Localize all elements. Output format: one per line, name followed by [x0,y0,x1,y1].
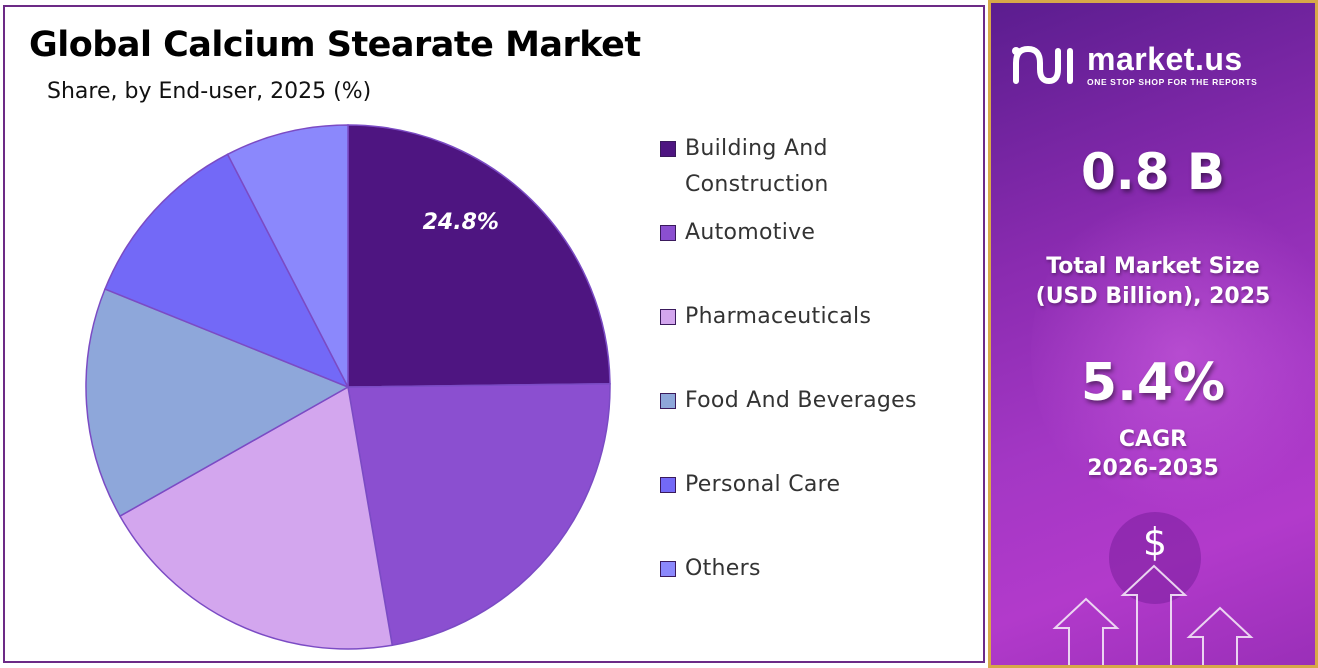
chart-title: Global Calcium Stearate Market [29,25,641,65]
legend-label-line: Personal Care [685,472,841,497]
chart-subtitle: Share, by End-user, 2025 (%) [47,79,372,104]
market-size-label: Total Market Size [1046,254,1260,279]
pie-slice-pharmaceuticals [118,385,394,650]
dollar-icon: $ [1143,520,1167,564]
legend-item: Food And Beverages [660,383,955,419]
legend-label: Building And Construction [685,131,955,203]
legend-item: Others [660,551,955,587]
legend-swatch [660,561,676,577]
legend-label-line: Food And Beverages [685,388,917,413]
legend-swatch [660,141,676,157]
logo-tagline: ONE STOP SHOP FOR THE REPORTS [1087,77,1258,87]
legend-label: Personal Care [685,467,955,503]
logo: market.us ONE STOP SHOP FOR THE REPORTS [1011,41,1257,89]
cagr-label: CAGR [1118,427,1188,452]
background-glow [1031,183,1315,523]
legend-label-line: Building And [685,136,828,161]
summary-panel: $ market.us ONE STOP SHOP FOR THE REPORT… [988,0,1318,668]
legend-swatch [660,225,676,241]
legend-label: Others [685,551,955,587]
legend-item: Building And Construction [660,131,955,203]
legend-item: Automotive [660,215,955,251]
legend-label-line: Automotive [685,220,816,245]
cagr-period: 2026-2035 [1087,456,1219,481]
market-size-value: 0.8 B [1080,143,1226,201]
legend-item: Pharmaceuticals [660,299,955,335]
pie-chart: 24.8% [85,124,611,650]
legend-label: Automotive [685,215,955,251]
market-us-logo-icon [1012,45,1073,85]
legend-label-line: Others [685,556,761,581]
legend-label-line: Pharmaceuticals [685,304,872,329]
legend-swatch [660,309,676,325]
logo-name: market.us [1087,41,1243,77]
growth-arrows-illustration: $ [1052,512,1254,665]
chart-panel: Global Calcium Stearate Market Share, by… [3,5,985,663]
cagr-value: 5.4% [1080,353,1226,413]
legend-item: Personal Care [660,467,955,503]
market-size-unit-label: (USD Billion), 2025 [1035,284,1271,309]
legend-label-line: Construction [685,172,829,197]
pie-slice-automotive [347,382,611,647]
legend-label: Pharmaceuticals [685,299,955,335]
legend-label: Food And Beverages [685,383,955,419]
pie-slice-food-and-beverages [85,288,350,518]
pie-slice-building-and-construction [347,124,611,388]
data-label-0: 24.8% [423,210,499,235]
legend-swatch [660,393,676,409]
pie-slice-personal-care [104,153,350,389]
pie-slice-others [226,124,349,388]
legend-swatch [660,477,676,493]
